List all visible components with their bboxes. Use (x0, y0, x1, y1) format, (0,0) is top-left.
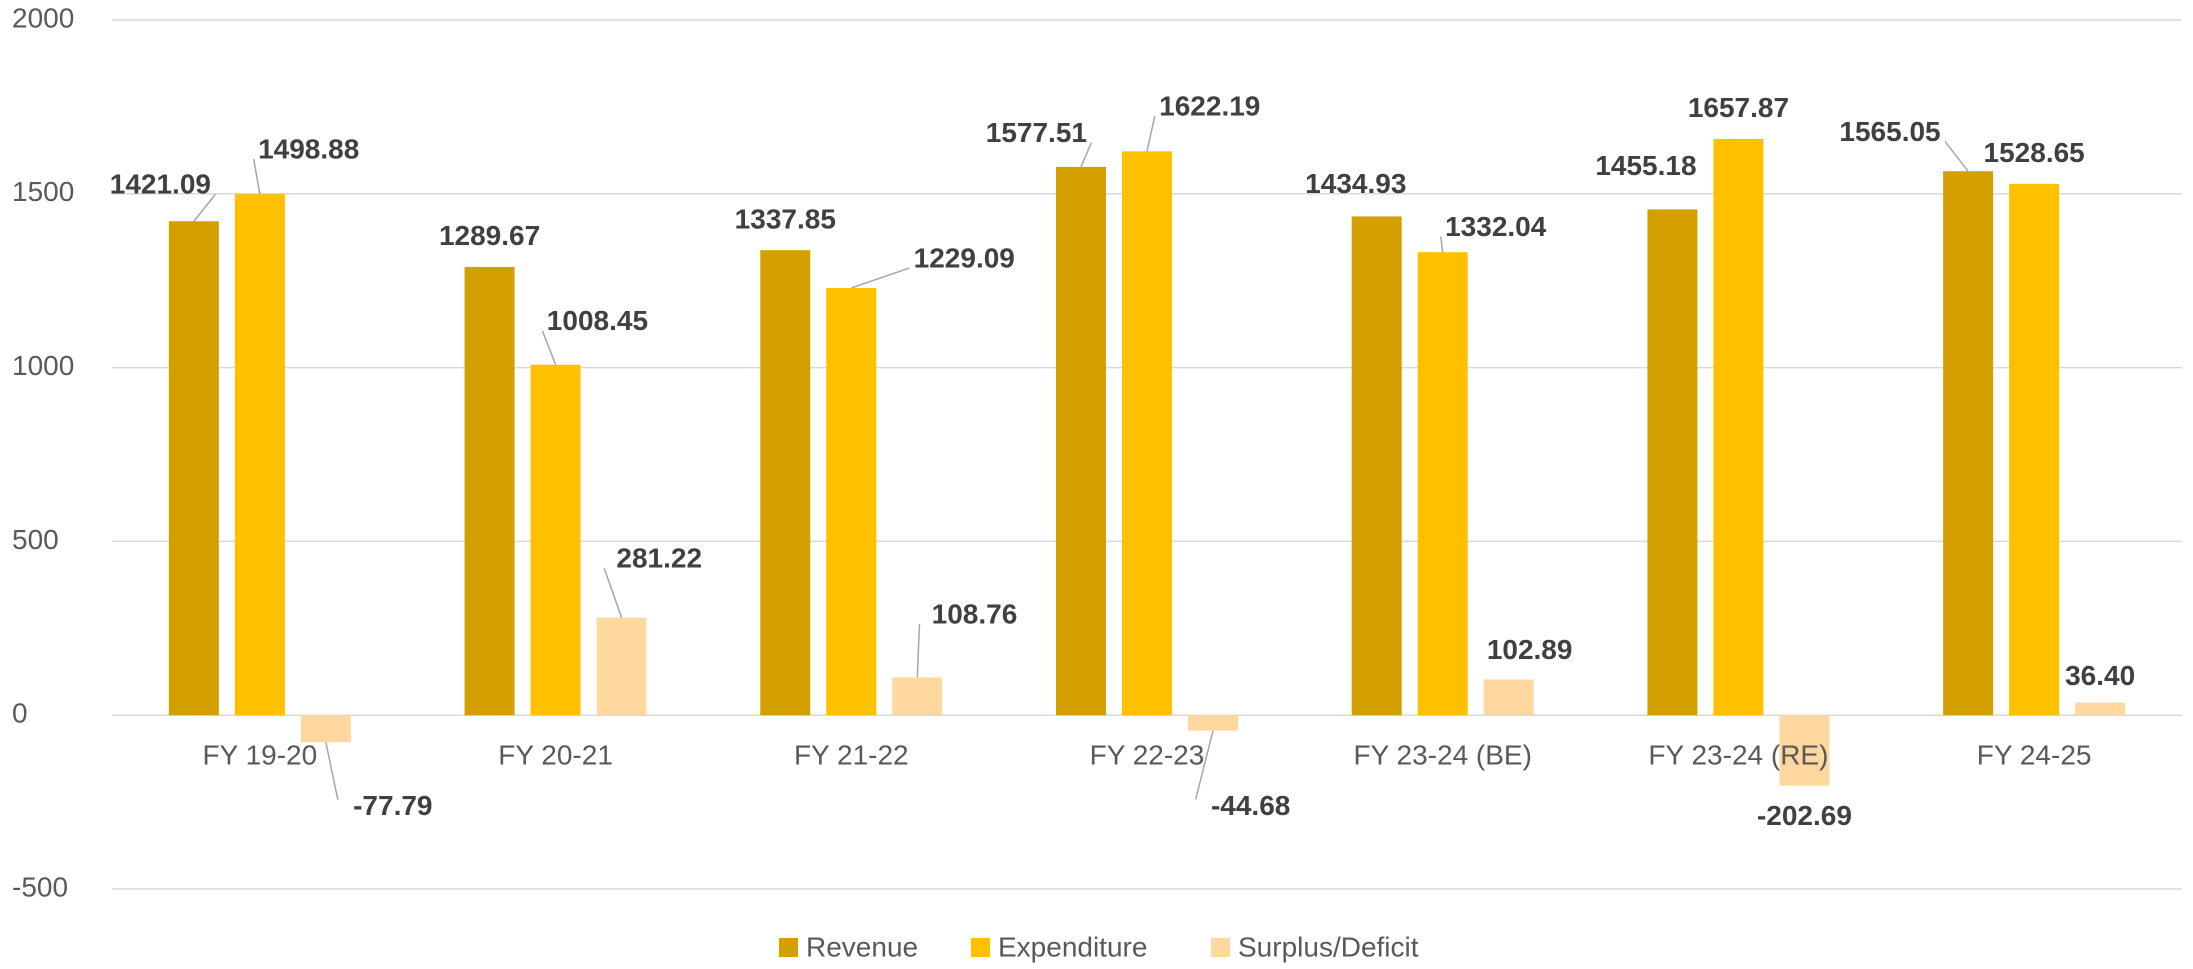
data-label: 108.76 (932, 598, 1018, 629)
bar (300, 715, 351, 743)
data-label: 36.40 (2065, 660, 2135, 691)
data-label: 1498.88 (258, 133, 359, 164)
data-label: 1289.67 (439, 220, 540, 251)
data-label: 1229.09 (914, 242, 1015, 273)
x-tick-label: FY 23-24 (BE) (1353, 739, 1531, 770)
x-tick-label: FY 24-25 (1977, 739, 2092, 770)
data-label: -77.79 (353, 790, 432, 821)
y-tick-label: 2000 (12, 2, 74, 33)
y-tick-label: 1000 (12, 350, 74, 381)
bar (168, 221, 219, 716)
data-label: 1337.85 (735, 203, 836, 234)
bar (530, 364, 581, 716)
bar (1647, 209, 1698, 716)
data-label: -202.69 (1757, 800, 1852, 831)
data-label: 1008.45 (547, 305, 648, 336)
data-label: 1528.65 (1984, 137, 2085, 168)
x-tick-label: FY 21-22 (794, 739, 909, 770)
y-tick-label: 0 (12, 698, 28, 729)
data-label: -44.68 (1211, 790, 1290, 821)
data-label: 1577.51 (986, 117, 1087, 148)
leader-line (1080, 142, 1093, 168)
data-label: 1421.09 (110, 169, 211, 200)
bar (1943, 171, 1994, 716)
bar (1417, 252, 1468, 716)
data-label: 281.22 (616, 543, 702, 574)
bar (2009, 183, 2060, 716)
x-tick-label: FY 23-24 (RE) (1648, 739, 1828, 770)
leader-line (541, 330, 557, 365)
leader-line (603, 568, 623, 618)
legend-swatch (1211, 938, 1230, 957)
data-label: 1434.93 (1305, 168, 1406, 199)
bar (892, 677, 943, 716)
bar (1056, 166, 1106, 716)
legend-swatch (971, 938, 990, 957)
bar (596, 617, 647, 716)
leader-line (1146, 115, 1156, 152)
x-tick-label: FY 19-20 (203, 739, 318, 770)
bar (1351, 216, 1402, 716)
bar (1483, 679, 1534, 716)
legend-label: Expenditure (998, 931, 1147, 962)
data-label: 1332.04 (1445, 211, 1547, 242)
leader-line (325, 742, 339, 800)
bar (1122, 151, 1172, 716)
bar (2075, 702, 2126, 716)
bar (1779, 715, 1830, 786)
legend-label: Surplus/Deficit (1238, 931, 1419, 962)
data-label: 102.89 (1487, 634, 1573, 665)
data-label: 1455.18 (1595, 150, 1696, 181)
y-tick-label: -500 (12, 871, 68, 902)
data-label: 1565.05 (1839, 116, 1940, 147)
legend-label: Revenue (806, 931, 918, 962)
leader-line (1439, 236, 1444, 253)
leader-line (193, 193, 216, 222)
legend-swatch (779, 938, 798, 957)
bar (826, 287, 877, 716)
data-label: 1622.19 (1159, 90, 1260, 121)
data-label: 1657.87 (1688, 92, 1789, 123)
x-tick-label: FY 22-23 (1090, 739, 1205, 770)
x-tick-label: FY 20-21 (498, 739, 613, 770)
y-tick-label: 500 (12, 524, 59, 555)
leader-line (1194, 730, 1214, 800)
leader-line (851, 267, 910, 289)
y-tick-label: 1500 (12, 176, 74, 207)
bar (234, 194, 285, 716)
bar (1188, 715, 1238, 731)
bar (760, 250, 811, 716)
leader-line (916, 623, 921, 678)
bar (464, 266, 515, 716)
bar (1713, 138, 1764, 716)
leader-line (252, 158, 261, 195)
leader-line (1944, 141, 1969, 172)
